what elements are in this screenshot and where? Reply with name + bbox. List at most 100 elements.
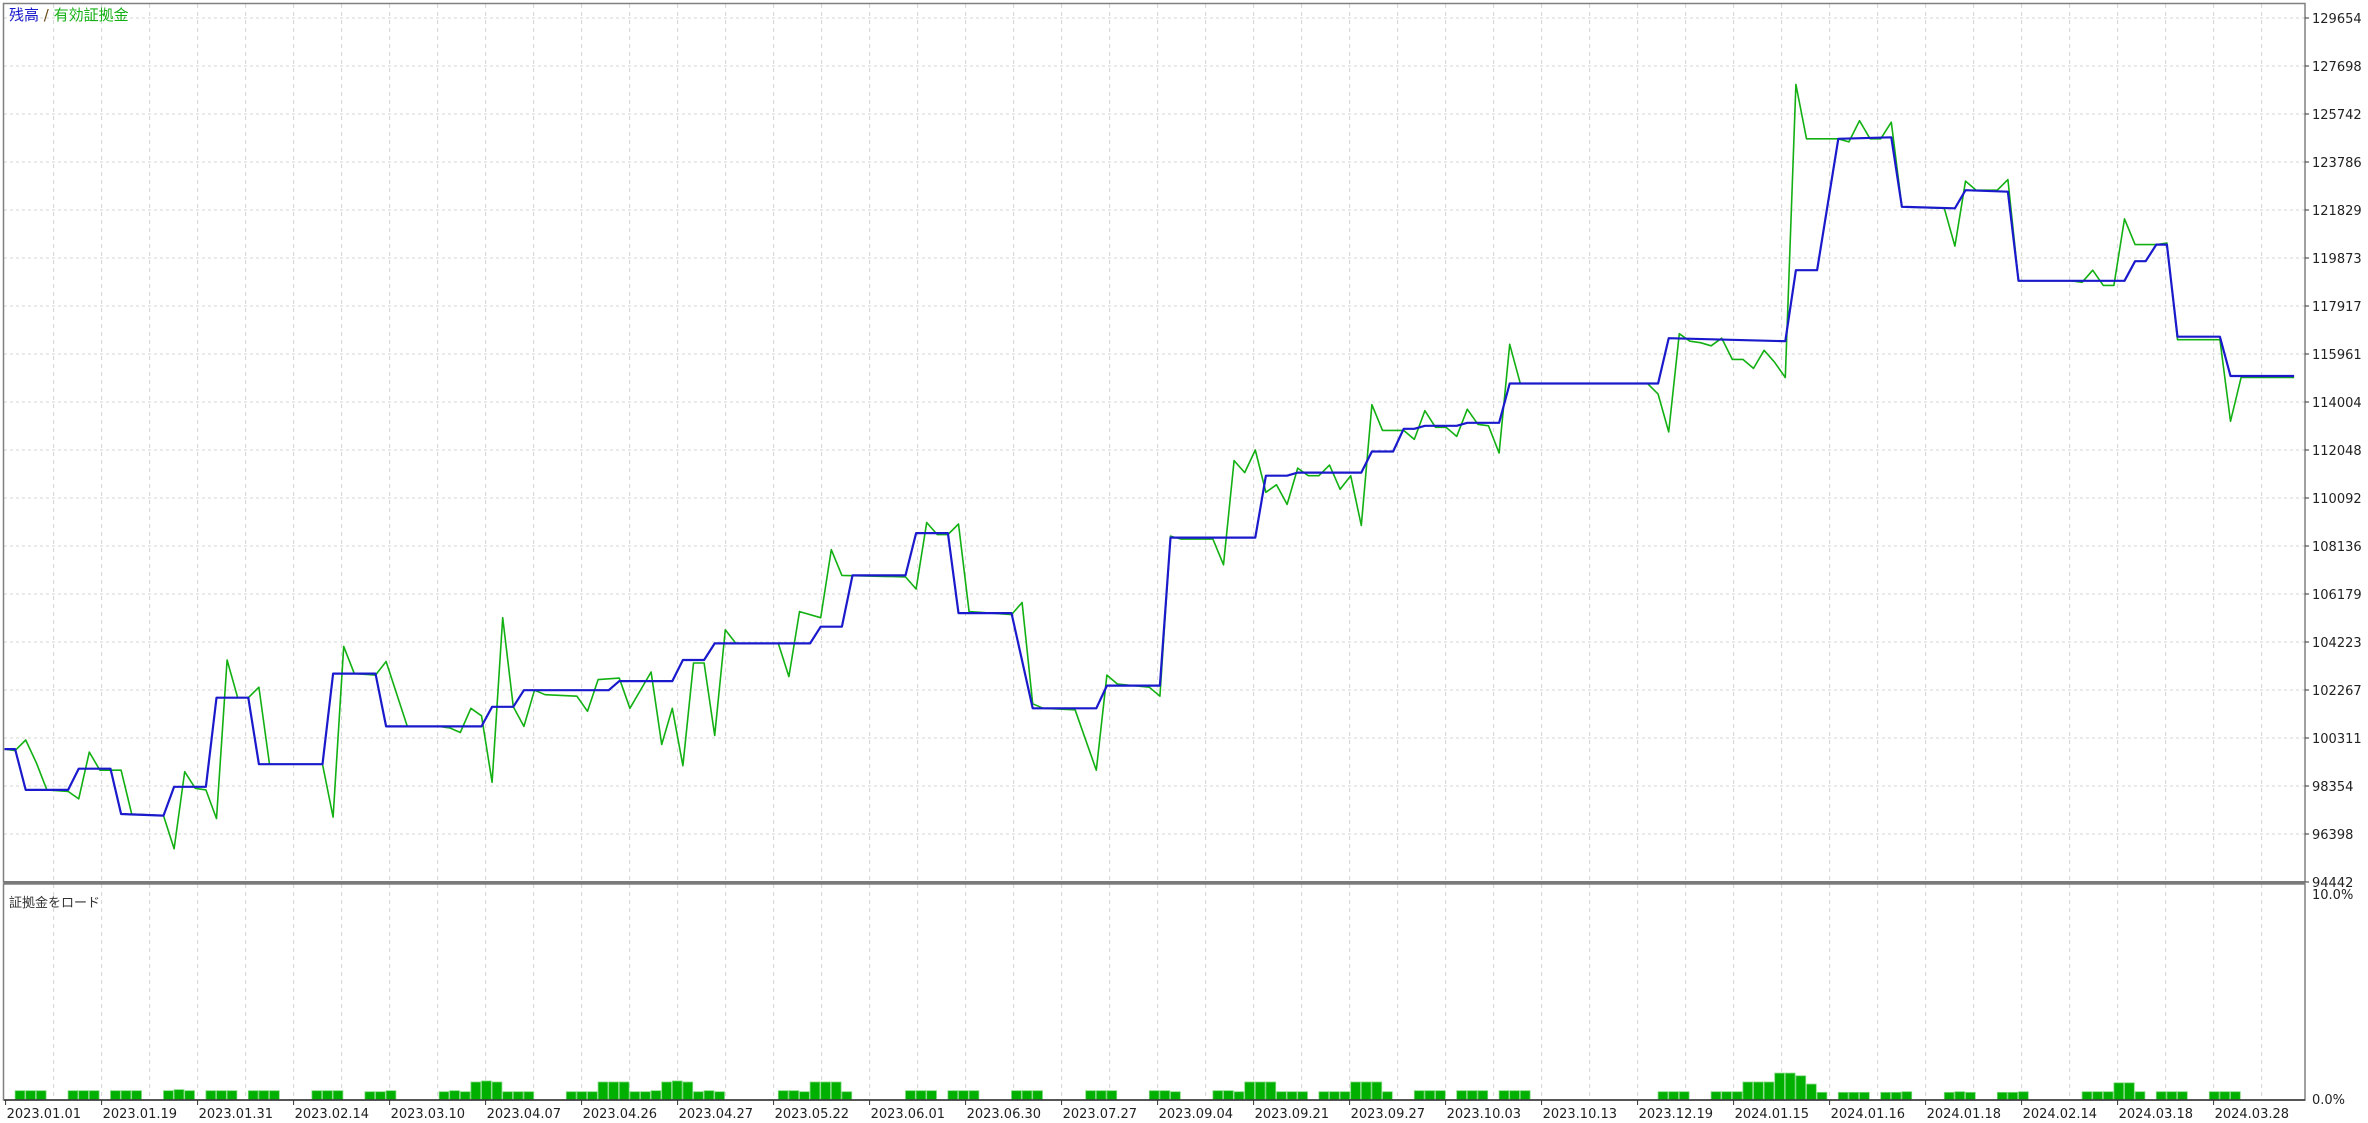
margin-load-bar bbox=[565, 1091, 577, 1101]
y-tick-label: 94442 bbox=[2312, 876, 2353, 891]
margin-load-bar bbox=[258, 1090, 270, 1101]
margin-load-bar bbox=[1254, 1081, 1266, 1101]
y-tick-label: 102267 bbox=[2312, 684, 2362, 699]
margin-load-bar bbox=[1795, 1075, 1807, 1101]
margin-load-bar bbox=[2124, 1082, 2135, 1101]
margin-load-bar bbox=[1753, 1081, 1764, 1101]
margin-load-bar bbox=[2081, 1091, 2093, 1101]
margin-load-bar bbox=[1159, 1090, 1171, 1101]
margin-load-bar bbox=[120, 1090, 132, 1101]
x-tick-label: 2023.10.03 bbox=[1447, 1107, 1521, 1122]
main-panel-border bbox=[2, 2, 2306, 883]
y-tick-label: 125742 bbox=[2312, 108, 2362, 123]
margin-load-bar bbox=[1859, 1091, 1870, 1101]
margin-load-bar bbox=[35, 1090, 47, 1101]
margin-load-bar bbox=[1265, 1081, 1277, 1101]
margin-load-bar bbox=[650, 1090, 662, 1101]
margin-load-bar bbox=[226, 1090, 238, 1101]
margin-load-bar bbox=[1774, 1072, 1785, 1101]
chart-frame bbox=[2, 2, 2306, 1101]
margin-load-bar bbox=[512, 1091, 524, 1101]
margin-load-bar bbox=[1477, 1090, 1489, 1101]
x-tick-label: 2023.01.01 bbox=[7, 1107, 81, 1122]
margin-load-bar bbox=[777, 1090, 789, 1101]
margin-load-title: 証拠金をロード bbox=[9, 896, 101, 911]
margin-load-bar bbox=[1011, 1090, 1022, 1101]
margin-load-bar bbox=[322, 1090, 333, 1101]
margin-load-bar bbox=[385, 1090, 397, 1101]
margin-load-bar bbox=[1678, 1091, 1690, 1101]
margin-load-bar bbox=[1382, 1091, 1393, 1101]
sub-y-tick-label: 10.0% bbox=[2312, 888, 2353, 903]
margin-load-bar bbox=[375, 1091, 386, 1101]
margin-load-bar bbox=[915, 1090, 927, 1101]
margin-load-bar bbox=[1837, 1091, 1849, 1101]
margin-load-bar bbox=[671, 1080, 683, 1101]
x-tick-label: 2023.06.30 bbox=[967, 1107, 1041, 1122]
y-tick-label: 119873 bbox=[2312, 252, 2362, 267]
margin-load-bar bbox=[830, 1081, 842, 1101]
margin-load-bar bbox=[597, 1081, 609, 1101]
margin-load-bar bbox=[618, 1081, 630, 1101]
margin-load-bar bbox=[449, 1090, 460, 1101]
margin-load-bar bbox=[820, 1081, 831, 1101]
y-tick-label: 121829 bbox=[2312, 204, 2362, 219]
margin-load-bar bbox=[576, 1091, 588, 1101]
margin-load-bar bbox=[523, 1091, 535, 1101]
margin-load-bar bbox=[364, 1091, 376, 1101]
margin-load-bar bbox=[1233, 1091, 1245, 1101]
margin-load-bar bbox=[788, 1090, 800, 1101]
margin-load-bar bbox=[1212, 1090, 1224, 1101]
margin-load-bar bbox=[799, 1091, 810, 1101]
margin-load-bar bbox=[947, 1090, 959, 1101]
sub-y-tick-label: 0.0% bbox=[2312, 1093, 2345, 1108]
margin-load-bar bbox=[481, 1080, 492, 1101]
x-tick-label: 2023.09.27 bbox=[1351, 1107, 1425, 1122]
series-lines bbox=[4, 83, 2295, 850]
chart-legend: 残高 / 有効証拠金 bbox=[9, 4, 129, 25]
x-tick-label: 2023.04.26 bbox=[583, 1107, 657, 1122]
margin-load-bar bbox=[2208, 1091, 2220, 1101]
margin-load-bar bbox=[1806, 1083, 1817, 1101]
margin-load-bar bbox=[173, 1089, 185, 1101]
x-tick-label: 2024.03.18 bbox=[2119, 1107, 2193, 1122]
margin-load-bar bbox=[1032, 1090, 1043, 1101]
margin-load-bar bbox=[247, 1090, 259, 1101]
x-tick-label: 2024.01.15 bbox=[1735, 1107, 1809, 1122]
x-tick-label: 2023.04.07 bbox=[487, 1107, 561, 1122]
margin-load-bar bbox=[459, 1091, 471, 1101]
y-tick-label: 123786 bbox=[2312, 156, 2362, 171]
margin-load-bar bbox=[1350, 1081, 1361, 1101]
margin-load-bar bbox=[110, 1090, 121, 1101]
margin-load-bar bbox=[1784, 1072, 1796, 1101]
margin-load-bar bbox=[1466, 1090, 1478, 1101]
margin-load-bar bbox=[1668, 1091, 1679, 1101]
margin-load-bar bbox=[714, 1091, 725, 1101]
x-tick-label: 2024.03.28 bbox=[2215, 1107, 2289, 1122]
x-tick-label: 2024.01.18 bbox=[1927, 1107, 2001, 1122]
equity-line bbox=[4, 83, 2295, 850]
margin-load-bar bbox=[1880, 1091, 1891, 1101]
y-tick-label: 112048 bbox=[2312, 444, 2362, 459]
margin-load-bar bbox=[502, 1091, 513, 1101]
margin-load-bar bbox=[809, 1081, 821, 1101]
y-tick-label: 117917 bbox=[2312, 300, 2362, 315]
margin-load-bar bbox=[438, 1091, 450, 1101]
margin-load-bar bbox=[1731, 1091, 1743, 1101]
margin-load-bar bbox=[958, 1090, 969, 1101]
margin-load-bar bbox=[1996, 1091, 2008, 1101]
margin-load-bar bbox=[2134, 1091, 2146, 1101]
x-tick-label: 2023.06.01 bbox=[871, 1107, 945, 1122]
margin-load-bar bbox=[703, 1090, 715, 1101]
margin-load-bar bbox=[1339, 1091, 1351, 1101]
margin-load-bar bbox=[131, 1090, 142, 1101]
legend-balance: 残高 bbox=[9, 6, 40, 24]
margin-load-bar bbox=[2177, 1091, 2188, 1101]
y-tick-label: 129654 bbox=[2312, 12, 2362, 27]
y-axis-labels: 129654 127698 125742 123786 121829 119873 1179… bbox=[2305, 12, 2362, 1108]
margin-load-bar bbox=[1890, 1091, 1902, 1101]
margin-load-bar bbox=[661, 1081, 672, 1101]
margin-load-bar bbox=[2092, 1091, 2103, 1101]
margin-load-bar bbox=[1223, 1090, 1234, 1101]
margin-load-bar bbox=[1435, 1090, 1446, 1101]
